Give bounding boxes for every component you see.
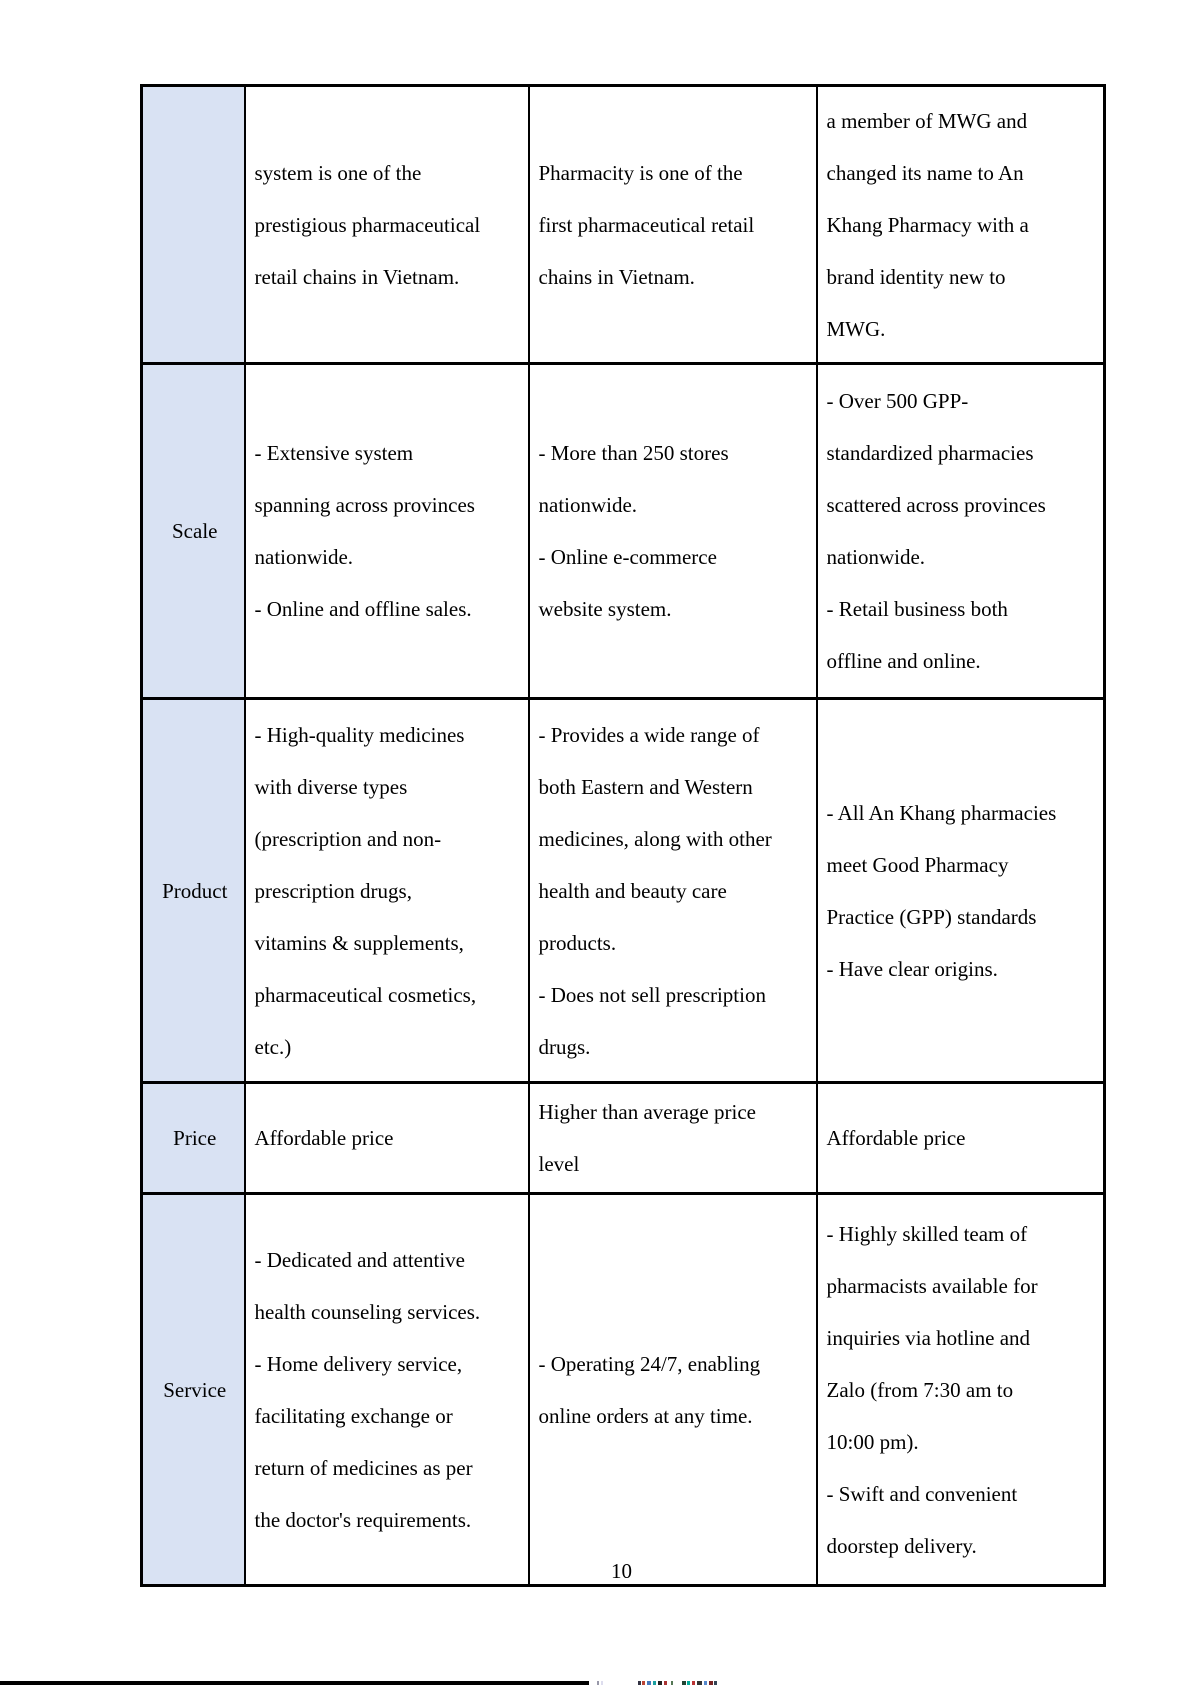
pixel-artifact bbox=[682, 1681, 686, 1685]
pixel-artifact bbox=[687, 1681, 690, 1685]
cell-product-company2: - Provides a wide range of both Eastern … bbox=[527, 697, 818, 1084]
pixel-artifact bbox=[642, 1681, 645, 1685]
cell-service-company1: - Dedicated and attentive health counsel… bbox=[243, 1192, 530, 1587]
pixel-artifact bbox=[697, 1681, 702, 1685]
pixel-artifact bbox=[709, 1681, 713, 1685]
pixel-artifact bbox=[671, 1681, 673, 1685]
row-header-intro bbox=[140, 84, 246, 365]
pixel-artifact bbox=[704, 1681, 707, 1685]
page-number: 10 bbox=[611, 1559, 632, 1583]
cell-scale-company3: - Over 500 GPP- standardized pharmacies … bbox=[815, 362, 1106, 700]
table-row-price: Price Affordable price Higher than avera… bbox=[140, 1081, 1106, 1195]
table-row-intro: system is one of the prestigious pharmac… bbox=[140, 84, 1106, 365]
cell-intro-company1: system is one of the prestigious pharmac… bbox=[243, 84, 530, 365]
pixel-artifact bbox=[601, 1681, 603, 1685]
table-row-service: Service - Dedicated and attentive health… bbox=[140, 1192, 1106, 1587]
pixel-artifact bbox=[597, 1681, 599, 1685]
cell-price-company3: Affordable price bbox=[815, 1081, 1106, 1195]
pixel-artifact bbox=[664, 1681, 667, 1685]
pixel-artifact bbox=[658, 1681, 662, 1685]
cell-service-company3: - Highly skilled team of pharmacists ava… bbox=[815, 1192, 1106, 1587]
pixel-artifact bbox=[714, 1681, 717, 1685]
row-header-product: Product bbox=[140, 697, 246, 1084]
table-row-scale: Scale - Extensive system spanning across… bbox=[140, 362, 1106, 700]
pixel-artifact bbox=[647, 1681, 651, 1685]
cell-scale-company2: - More than 250 stores nationwide. - Onl… bbox=[527, 362, 818, 700]
table-row-product: Product - High-quality medicines with di… bbox=[140, 697, 1106, 1084]
pixel-artifact bbox=[653, 1681, 656, 1685]
cell-intro-company3: a member of MWG and changed its name to … bbox=[815, 84, 1106, 365]
screen-edge-artifact bbox=[0, 1679, 1191, 1685]
pharmacy-comparison-table: system is one of the prestigious pharmac… bbox=[140, 84, 1106, 1587]
cell-intro-company2: Pharmacity is one of the first pharmaceu… bbox=[527, 84, 818, 365]
cell-price-company2: Higher than average price level bbox=[527, 1081, 818, 1195]
cell-price-company1: Affordable price bbox=[243, 1081, 530, 1195]
pixel-artifact bbox=[638, 1681, 641, 1685]
row-header-service: Service bbox=[140, 1192, 246, 1587]
cell-scale-company1: - Extensive system spanning across provi… bbox=[243, 362, 530, 700]
pixel-artifact bbox=[692, 1681, 695, 1685]
cell-product-company1: - High-quality medicines with diverse ty… bbox=[243, 697, 530, 1084]
cell-product-company3: - All An Khang pharmacies meet Good Phar… bbox=[815, 697, 1106, 1084]
cell-service-company2: - Operating 24/7, enabling online orders… bbox=[527, 1192, 818, 1587]
bottom-bar-artifact bbox=[0, 1681, 589, 1685]
row-header-price: Price bbox=[140, 1081, 246, 1195]
row-header-scale: Scale bbox=[140, 362, 246, 700]
